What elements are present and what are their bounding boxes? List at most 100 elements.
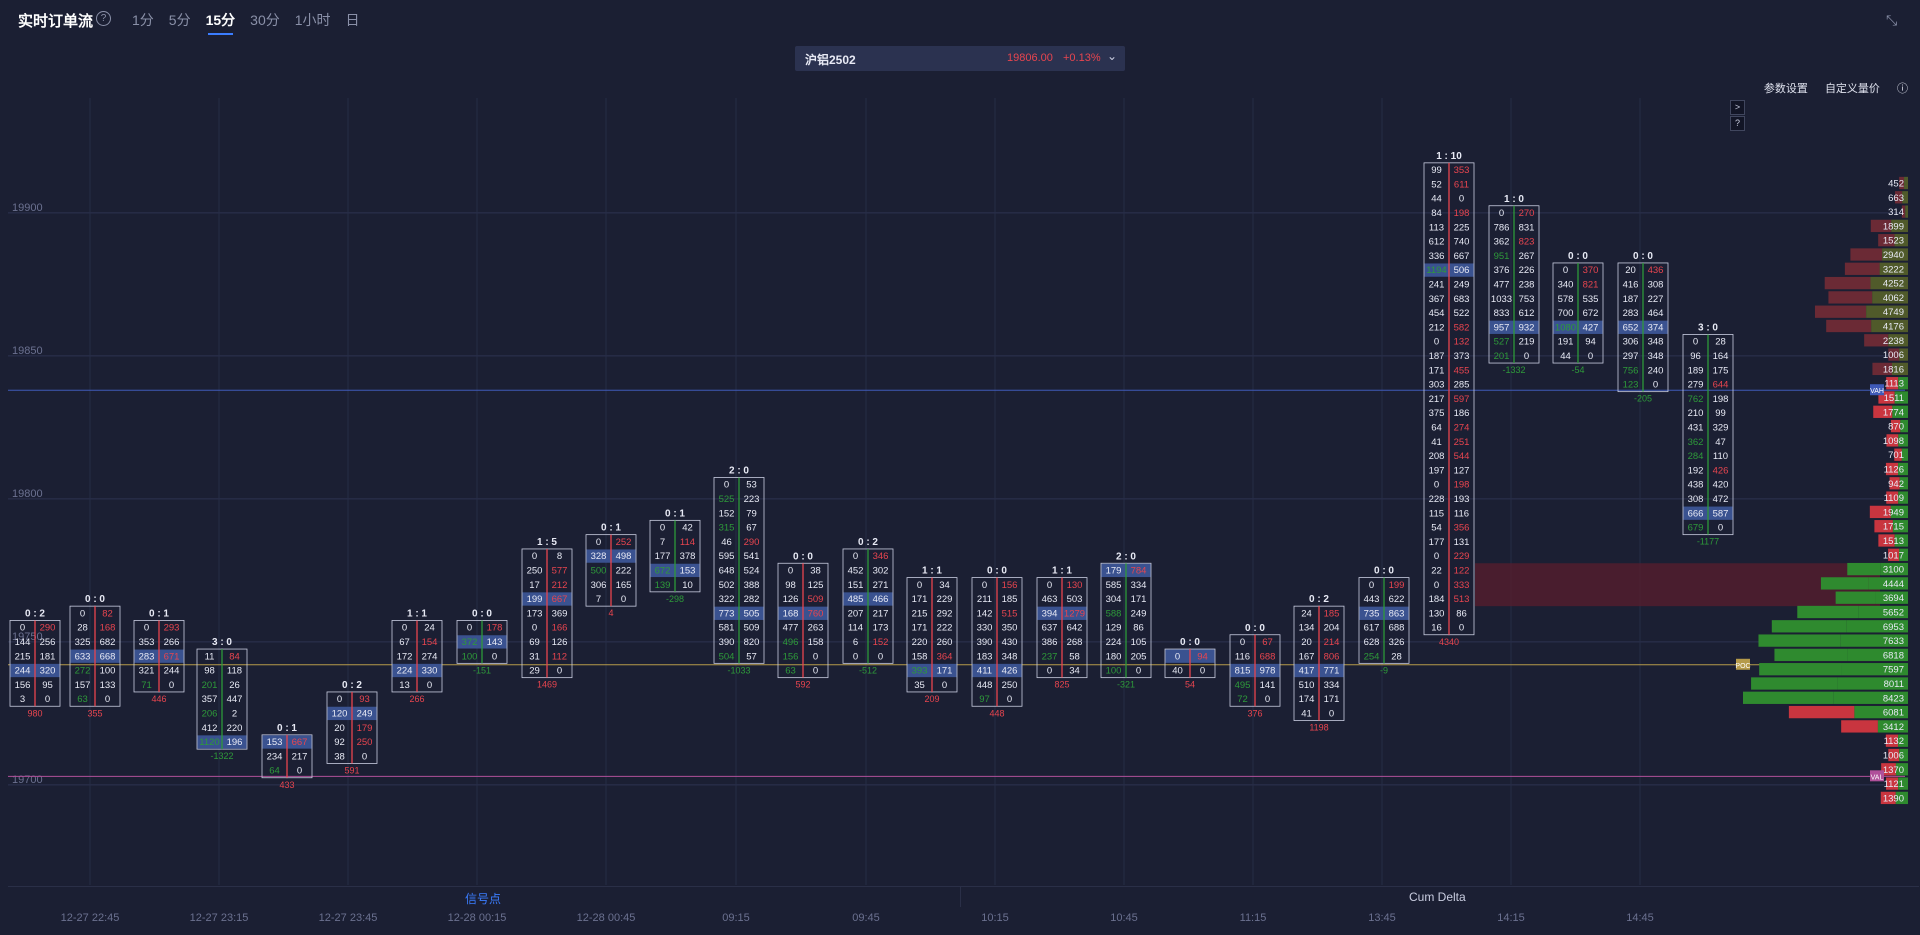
volume-profile-value: 1109 — [1884, 493, 1904, 504]
expand-arrow-icon[interactable]: > — [1730, 100, 1745, 115]
ask-volume-cell: 205 — [1131, 651, 1147, 662]
ask-volume-cell: 373 — [1454, 351, 1470, 362]
bid-volume-cell: 386 — [1042, 637, 1058, 648]
candle-bid-box — [456, 620, 483, 664]
volume-profile-bar-left — [1872, 362, 1892, 376]
volume-profile-bar-left — [1885, 462, 1899, 476]
volume-profile-bar-left — [1828, 291, 1873, 304]
help-icon[interactable]: ? — [96, 11, 111, 26]
volume-profile-value: 1816 — [1883, 364, 1904, 375]
ask-volume-cell: 166 — [552, 623, 568, 634]
question-icon[interactable]: ? — [1730, 116, 1745, 131]
candle-ask-box — [867, 548, 894, 664]
bid-volume-cell: 431 — [1688, 423, 1704, 434]
bid-volume-cell: 199 — [527, 594, 543, 605]
candle-bid-box — [906, 577, 933, 693]
top-bar: 实时订单流 ? 1分 5分 15分 30分 1小时日 ⤡ — [0, 0, 1920, 38]
tab-2[interactable]: 15分 — [205, 12, 236, 35]
ask-volume-cell: 152 — [873, 637, 889, 648]
symbol-selector[interactable]: 沪铝2502 19806.00 +0.13% ⌄ — [795, 46, 1125, 71]
bid-volume-cell: 321 — [139, 666, 155, 677]
poc-row — [714, 606, 764, 620]
volume-profile-bar-left — [1758, 634, 1841, 647]
ask-volume-cell: 378 — [680, 551, 696, 562]
ask-volume-cell: 0 — [1265, 694, 1270, 705]
ask-volume-cell: 760 — [808, 608, 824, 619]
volume-profile-value: 5652 — [1883, 608, 1904, 619]
candle-ask-box — [34, 620, 61, 707]
volume-profile-bar-right — [1837, 677, 1908, 690]
candle-bid-box — [1293, 605, 1320, 721]
timeframe-tabs: 1分 5分 15分 30分 1小时日 — [132, 10, 375, 35]
ask-volume-cell: 320 — [40, 666, 56, 677]
x-tick-label: 10:15 — [981, 912, 1009, 924]
bottom-panel: 信号点 Cum Delta — [8, 886, 1920, 908]
tab-3[interactable]: 30分 — [250, 12, 280, 28]
bid-volume-cell: 637 — [1042, 623, 1058, 634]
volume-profile-bar-right — [1899, 477, 1908, 490]
volume-profile-value: 1523 — [1883, 236, 1904, 247]
ask-volume-cell: 0 — [297, 766, 302, 777]
bid-volume-cell: 92 — [334, 737, 345, 748]
ask-volume-cell: 156 — [1002, 580, 1018, 591]
volume-profile-bar-right — [1898, 491, 1908, 504]
bid-volume-cell: 173 — [527, 608, 543, 619]
volume-profile-bar-right — [1890, 505, 1908, 519]
bid-volume-cell: 376 — [1494, 265, 1510, 276]
x-tick-label: 12-27 23:15 — [190, 912, 249, 924]
volume-profile-bar-right — [1847, 648, 1908, 662]
poc-row — [197, 735, 247, 749]
volume-profile-bar-left — [1899, 176, 1905, 190]
poc-marker — [1736, 658, 1750, 670]
candle-bid-box — [1617, 262, 1644, 393]
bid-volume-cell: 336 — [1429, 251, 1445, 262]
bid-volume-cell: 390 — [719, 637, 735, 648]
bid-volume-cell: 495 — [1235, 680, 1251, 691]
ask-volume-cell: 348 — [1648, 337, 1664, 348]
candle-ask-box — [1061, 577, 1088, 679]
ask-volume-cell: 0 — [1653, 380, 1658, 391]
ask-volume-cell: 57 — [746, 651, 757, 662]
candle-ask-box — [674, 519, 701, 593]
cum-delta-panel[interactable]: Cum Delta — [961, 886, 1919, 907]
bid-volume-cell: 67 — [399, 637, 410, 648]
signal-panel[interactable]: 信号点 — [8, 886, 961, 907]
bid-volume-cell: 250 — [527, 566, 543, 577]
candle-ask-box — [610, 534, 637, 607]
tab-5[interactable]: 日 — [345, 12, 360, 28]
bid-volume-cell: 237 — [1042, 651, 1058, 662]
candle-bid-box — [1552, 262, 1579, 364]
bid-volume-cell: 578 — [1558, 294, 1574, 305]
tab-0[interactable]: 1分 — [132, 12, 154, 28]
volume-profile-bar-right — [1894, 534, 1908, 547]
collapse-icon[interactable]: ⤡ — [1886, 12, 1898, 28]
bid-volume-cell: 448 — [977, 680, 993, 691]
ask-volume-cell: 143 — [487, 637, 503, 648]
volume-profile-bar-right — [1901, 448, 1908, 461]
params-settings-link[interactable]: 参数设置 — [1763, 83, 1808, 95]
tab-1[interactable]: 5分 — [168, 12, 191, 28]
ask-volume-cell: 541 — [744, 551, 760, 562]
volume-profile-bar-left — [1869, 505, 1891, 519]
ask-volume-cell: 688 — [1389, 623, 1405, 634]
poc-row — [1424, 263, 1474, 277]
volume-profile-bar-right — [1840, 634, 1908, 647]
bid-volume-cell: 362 — [1494, 237, 1510, 248]
x-tick-label: 09:15 — [722, 912, 750, 924]
bid-volume-cell: 96 — [1690, 351, 1701, 362]
info-icon[interactable]: ⓘ — [1897, 83, 1908, 95]
bid-volume-cell: 0 — [144, 623, 149, 634]
x-tick-label: 12-27 23:45 — [319, 912, 378, 924]
symbol-name: 沪铝2502 — [805, 53, 856, 67]
tab-4[interactable]: 1小时 — [294, 12, 331, 28]
ask-volume-cell: 179 — [357, 723, 373, 734]
bid-volume-cell: 0 — [660, 523, 665, 534]
volume-profile-value: 1390 — [1883, 793, 1904, 804]
candle-ask-box — [1189, 648, 1216, 679]
custom-volume-price-link[interactable]: 自定义量价 — [1824, 83, 1880, 95]
bid-volume-cell: 100 — [1106, 666, 1122, 677]
x-tick-label: 12-27 22:45 — [61, 912, 120, 924]
bid-volume-cell: 443 — [1364, 594, 1380, 605]
poc-row — [70, 649, 120, 663]
